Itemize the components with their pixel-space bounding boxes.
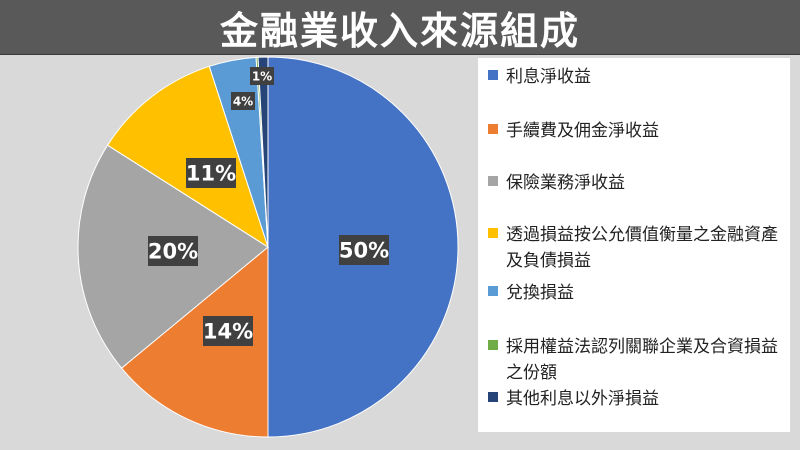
legend-label: 採用權益法認列關聯企業及合資損益之份額 <box>506 337 778 383</box>
data-label: 14% <box>203 316 253 346</box>
legend-label: 兌換損益 <box>506 283 574 303</box>
data-label-box <box>250 67 274 85</box>
data-label: 1% <box>250 67 274 85</box>
legend-label: 透過損益按公允價值衡量之金融資產及負債損益 <box>506 225 778 271</box>
legend-swatch <box>488 70 498 80</box>
legend-swatch <box>488 286 498 296</box>
pie-chart: 50% 14% 20% 11% 4% 1% <box>77 56 459 438</box>
legend-item: 手續費及佣金淨收益 <box>488 118 784 144</box>
pie-slice <box>106 65 269 249</box>
title-bar: 金融業收入來源組成 <box>0 0 800 55</box>
data-label-box <box>339 235 389 265</box>
legend-swatch <box>488 392 498 402</box>
data-label: 20% <box>148 236 198 266</box>
data-label-text: 50% <box>339 239 389 263</box>
data-label: 4% <box>231 92 255 110</box>
legend-item: 兌換損益 <box>488 280 784 306</box>
legend-swatch <box>488 176 498 186</box>
pie-slice <box>120 245 269 438</box>
legend-item: 採用權益法認列關聯企業及合資損益之份額 <box>488 334 784 386</box>
legend-swatch <box>488 124 498 134</box>
data-label: 11% <box>186 158 236 188</box>
data-label-text: 1% <box>252 69 272 83</box>
chart-title: 金融業收入來源組成 <box>219 8 580 53</box>
legend: 利息淨收益手續費及佣金淨收益 保險業務淨收益透過損益按公允價值衡量之金融資產及負債… <box>478 58 790 432</box>
legend-label: 利息淨收益 <box>506 67 591 87</box>
data-label-text: 20% <box>148 240 198 264</box>
legend-label: 保險業務淨收益 <box>506 173 625 193</box>
data-label-box <box>231 92 255 110</box>
data-label-box <box>203 316 253 346</box>
data-label-text: 4% <box>233 94 253 108</box>
data-label-text: 11% <box>186 162 236 186</box>
data-label: 50% <box>339 235 389 265</box>
legend-swatch <box>488 228 498 238</box>
data-label-box <box>186 158 236 188</box>
legend-item: 透過損益按公允價值衡量之金融資產及負債損益 <box>488 222 784 274</box>
legend-item: 其他利息以外淨損益 <box>488 386 784 412</box>
legend-item: 利息淨收益 <box>488 64 784 90</box>
data-label-box <box>148 236 198 266</box>
pie-slice <box>257 56 269 248</box>
legend-label: 手續費及佣金淨收益 <box>506 121 659 141</box>
data-label-text: 14% <box>203 320 253 344</box>
legend-swatch <box>488 340 498 350</box>
legend-label: 其他利息以外淨損益 <box>506 389 659 409</box>
legend-item: 保險業務淨收益 <box>488 170 784 196</box>
